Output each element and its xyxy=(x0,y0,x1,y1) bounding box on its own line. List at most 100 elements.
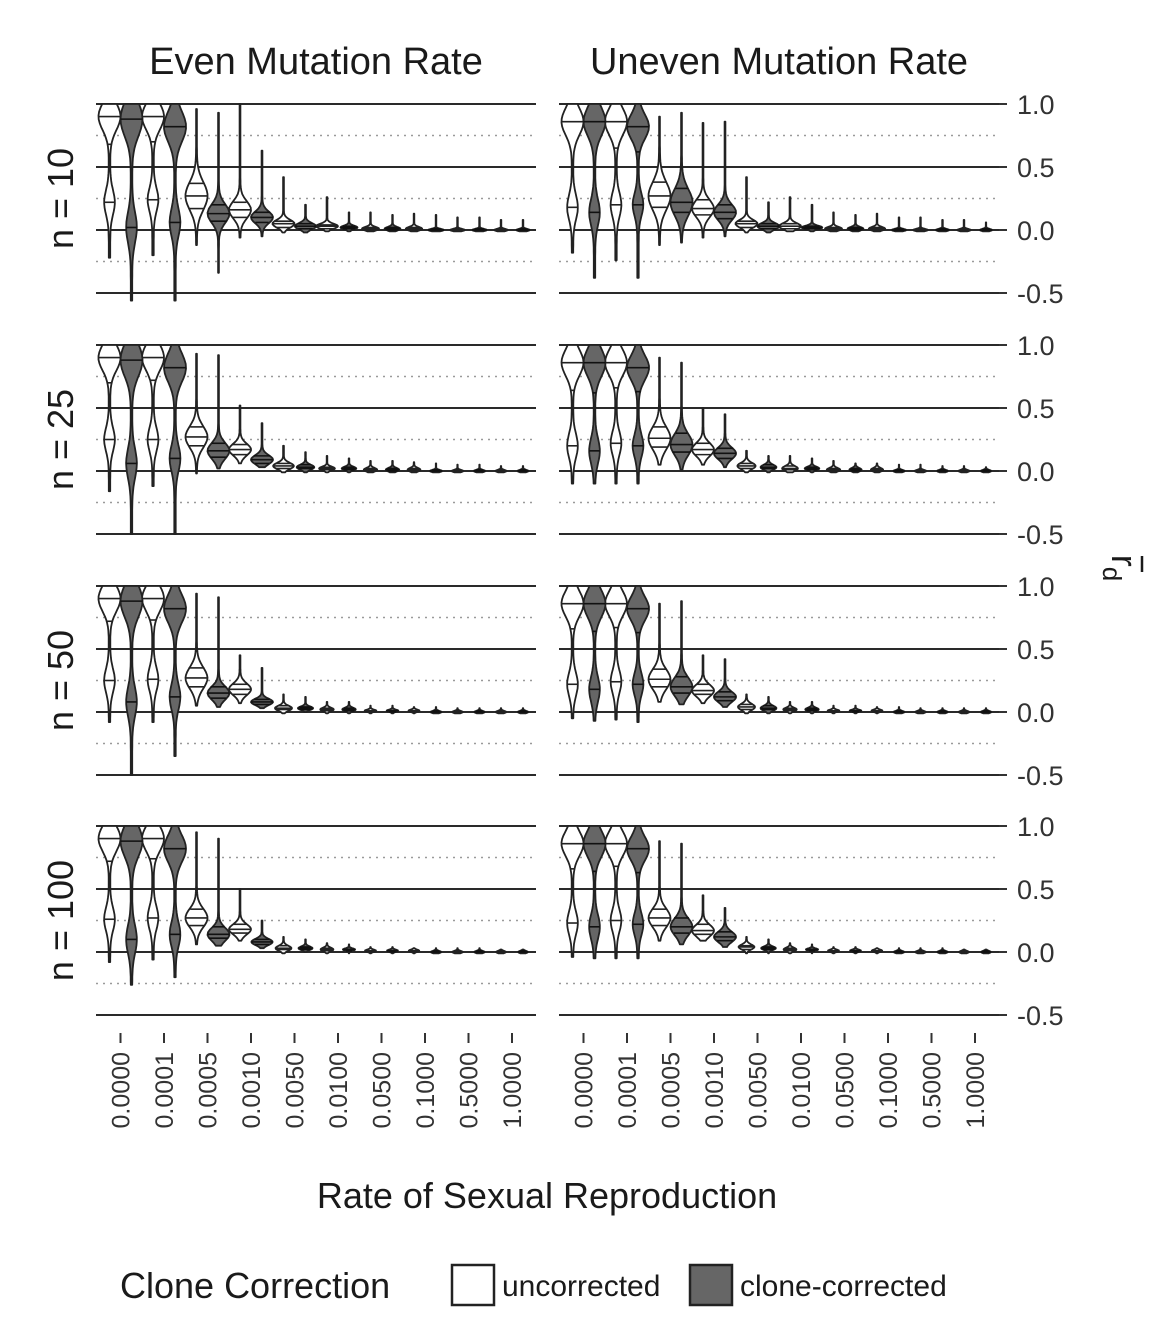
violin-body xyxy=(97,344,122,493)
violin-body xyxy=(274,693,293,715)
violin xyxy=(626,103,650,279)
violin xyxy=(560,585,585,720)
violin xyxy=(734,176,759,234)
violin xyxy=(604,585,628,721)
facet-row-label: n = 100 xyxy=(40,860,81,981)
violin xyxy=(848,462,863,474)
violin-body xyxy=(493,219,509,233)
panel-0-3 xyxy=(96,825,536,1016)
violin-body xyxy=(228,654,252,705)
violin-body xyxy=(626,585,650,723)
violin xyxy=(913,463,928,474)
violin-body xyxy=(206,354,231,470)
violin xyxy=(206,354,231,470)
violin-body xyxy=(97,825,122,963)
violin-body xyxy=(184,831,209,946)
violin xyxy=(362,460,379,474)
x-tick-label: 0.0000 xyxy=(108,1052,136,1128)
violin xyxy=(890,216,908,233)
violin xyxy=(582,103,607,279)
legend-key-uncorrected xyxy=(450,1263,496,1307)
violin-body xyxy=(778,196,802,233)
x-tick-label: 1.0000 xyxy=(962,1052,990,1128)
violin xyxy=(782,942,798,955)
violin xyxy=(737,936,756,955)
violin-body xyxy=(956,219,972,233)
violin xyxy=(250,149,274,238)
violin-body xyxy=(604,344,628,485)
facet-title-even: Even Mutation Rate xyxy=(149,41,483,83)
violin-body xyxy=(560,585,585,720)
violin xyxy=(824,211,843,233)
y-axis-title: rd xyxy=(1097,555,1145,581)
violin xyxy=(341,701,357,715)
series-uncorrected xyxy=(97,103,509,259)
facet-title-uneven: Uneven Mutation Rate xyxy=(590,41,968,83)
violin-body xyxy=(713,413,737,469)
x-tick-label: 0.0000 xyxy=(571,1052,599,1128)
violin xyxy=(582,344,607,485)
violin xyxy=(163,585,187,757)
violin xyxy=(516,465,530,474)
violin xyxy=(737,693,756,715)
y-tick-label: 1.0 xyxy=(1017,331,1055,361)
violin-body xyxy=(560,825,585,958)
facet-row-label: n = 25 xyxy=(40,389,81,490)
legend: Clone Correction uncorrected clone-corre… xyxy=(120,1263,947,1307)
panel-0-2 xyxy=(96,585,536,776)
series-clone-corrected xyxy=(582,585,993,723)
violin xyxy=(626,344,650,485)
series-clone-corrected xyxy=(119,825,529,986)
violin xyxy=(691,407,715,466)
panel-0-0 xyxy=(96,103,536,302)
violin xyxy=(427,214,445,233)
series-uncorrected xyxy=(97,585,508,723)
violin-body xyxy=(515,219,531,233)
x-tick-label: 1.0000 xyxy=(499,1052,527,1128)
violin xyxy=(141,585,165,723)
violin xyxy=(494,465,508,474)
x-tick-label: 0.0500 xyxy=(369,1052,397,1128)
violin xyxy=(495,948,507,955)
violin-body xyxy=(97,585,122,723)
violin xyxy=(936,707,949,715)
violin xyxy=(429,947,443,955)
violin xyxy=(892,947,906,955)
violin xyxy=(141,344,165,487)
violin xyxy=(473,947,486,955)
violin xyxy=(778,196,802,233)
violin xyxy=(319,701,335,715)
violin xyxy=(383,214,402,233)
violin-body xyxy=(119,344,144,535)
violin xyxy=(517,948,529,955)
series-clone-corrected xyxy=(119,103,531,302)
violin-body xyxy=(691,407,715,466)
series-uncorrected xyxy=(97,825,507,963)
violin xyxy=(451,947,464,955)
y-tick-label: 0.5 xyxy=(1017,394,1055,424)
violin xyxy=(957,707,971,715)
violin-body xyxy=(604,585,628,721)
violin-body xyxy=(824,211,843,233)
violin-body xyxy=(119,825,144,986)
violin xyxy=(493,219,509,233)
violin-body xyxy=(734,176,759,234)
violin xyxy=(934,219,951,233)
violin xyxy=(912,216,929,233)
x-tick-label: 0.0050 xyxy=(745,1052,773,1128)
y-tick-label: 1.0 xyxy=(1017,572,1055,602)
violin xyxy=(782,701,798,715)
violin xyxy=(141,103,165,257)
violin-body xyxy=(691,894,715,942)
violin xyxy=(206,596,231,708)
x-tick-label: 0.0001 xyxy=(614,1052,642,1128)
violin xyxy=(713,120,737,238)
violin xyxy=(849,946,862,955)
violin xyxy=(163,825,187,979)
violin-body xyxy=(626,825,650,960)
y-tick-label: -0.5 xyxy=(1017,761,1064,791)
violin xyxy=(449,216,466,233)
violin xyxy=(297,696,314,713)
violin-body xyxy=(250,667,274,710)
